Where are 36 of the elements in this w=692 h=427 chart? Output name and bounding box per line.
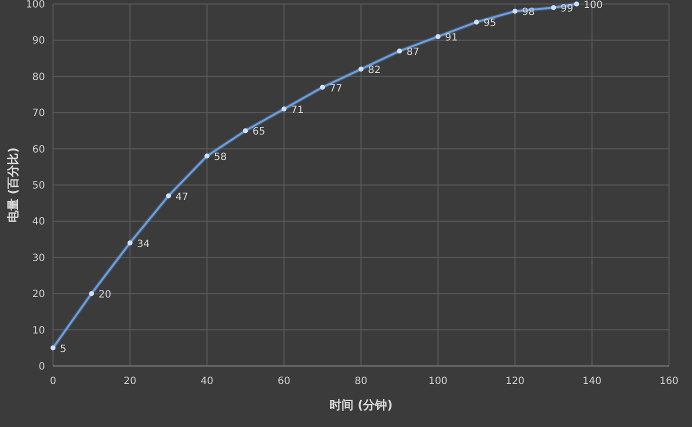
y-tick-label: 50 xyxy=(32,180,45,192)
x-tick-label: 0 xyxy=(50,376,56,387)
data-label: 87 xyxy=(406,47,420,58)
y-tick-label: 40 xyxy=(32,216,45,228)
data-label: 34 xyxy=(137,238,150,250)
data-label: 5 xyxy=(60,344,66,355)
y-tick-label: 0 xyxy=(38,362,45,372)
x-tick-label: 80 xyxy=(354,376,368,387)
x-tick-label: 120 xyxy=(505,376,525,387)
x-tick-label: 160 xyxy=(659,376,679,387)
x-tick-label: 20 xyxy=(124,376,136,387)
y-tick-label: 90 xyxy=(32,36,45,47)
data-label: 71 xyxy=(291,104,304,116)
y-tick-label: 80 xyxy=(32,72,45,83)
y-axis-title: 电量 (百分比) xyxy=(6,147,20,223)
data-label: 58 xyxy=(214,152,227,164)
y-tick-label: 60 xyxy=(32,144,45,156)
data-label: 91 xyxy=(445,32,458,44)
x-tick-label: 140 xyxy=(582,376,602,387)
data-label: 82 xyxy=(368,65,381,76)
y-tick-label: 100 xyxy=(26,0,45,10)
y-tick-label: 20 xyxy=(32,289,45,300)
x-axis-title: 时间 (分钟) xyxy=(329,398,393,412)
data-label: 77 xyxy=(330,83,342,94)
x-tick-label: 60 xyxy=(278,376,290,387)
data-label: 100 xyxy=(584,0,603,11)
data-label: 99 xyxy=(560,4,574,15)
y-tick-label: 10 xyxy=(32,325,45,336)
y-tick-label: 30 xyxy=(32,252,45,264)
data-label: 47 xyxy=(176,192,188,203)
data-label: 65 xyxy=(252,126,266,138)
x-tick-label: 100 xyxy=(428,376,448,387)
y-tick-label: 70 xyxy=(32,108,45,120)
data-label: 20 xyxy=(98,290,112,301)
data-label: 95 xyxy=(484,18,496,30)
x-tick-label: 40 xyxy=(200,376,214,387)
